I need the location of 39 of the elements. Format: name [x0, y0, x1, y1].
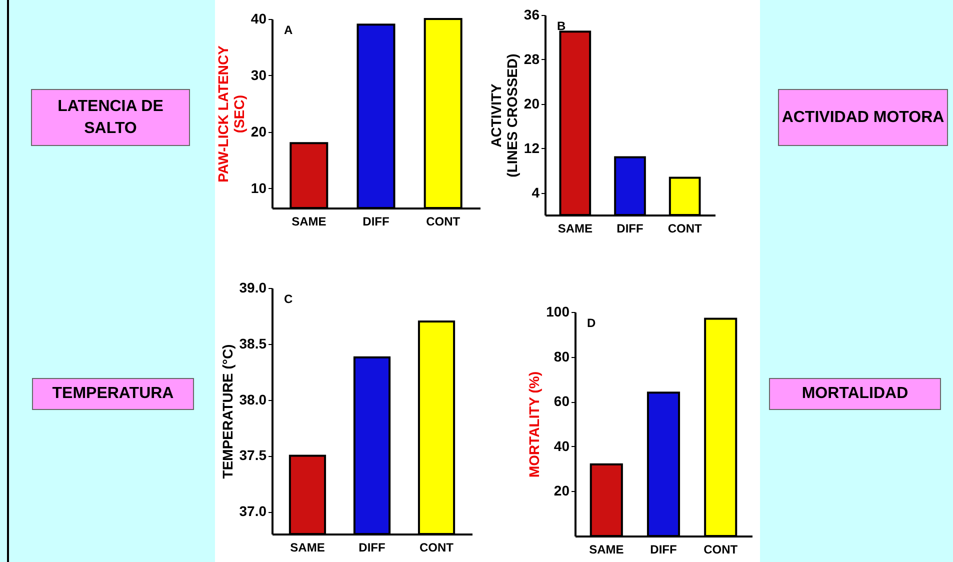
x-tick-label: DIFF	[650, 542, 677, 556]
y-tick-label: 60	[554, 393, 570, 410]
x-tick-label: DIFF	[358, 540, 386, 554]
x-tick-label: SAME	[290, 540, 325, 554]
y-tick-label: 28	[524, 50, 540, 67]
x-tick-label: DIFF	[616, 222, 644, 236]
x-tick-label: CONT	[420, 540, 454, 554]
y-tick-label: 10	[250, 180, 267, 196]
annotation: A	[284, 23, 293, 37]
x-tick-label: CONT	[426, 214, 461, 228]
annotation: B	[557, 19, 566, 33]
y-tick-label: 37.5	[239, 447, 267, 464]
y-tick-label: 100	[546, 304, 570, 320]
x-tick-label: SAME	[589, 542, 624, 556]
y-tick-label: 20	[250, 123, 267, 140]
y-axis-title: TEMPERATURE (°C)	[219, 344, 236, 479]
y-tick-label: 39.0	[239, 280, 267, 296]
y-axis-title: PAW-LICK LATENCY (SEC)	[214, 44, 247, 182]
y-tick-label: 12	[524, 140, 540, 156]
y-tick-label: 80	[554, 348, 570, 364]
y-tick-label: 40	[250, 10, 267, 26]
x-tick-label: SAME	[558, 222, 592, 236]
x-tick-label: SAME	[292, 214, 326, 228]
y-tick-label: 40	[554, 438, 570, 454]
y-tick-label: 30	[250, 66, 267, 83]
y-tick-label: 38.0	[239, 391, 267, 408]
y-tick-label: 20	[524, 95, 540, 112]
annotation: C	[284, 292, 293, 306]
y-tick-label: 36	[524, 6, 540, 22]
y-tick-label: 37.0	[239, 503, 267, 520]
x-tick-label: DIFF	[362, 214, 390, 228]
x-tick-label: CONT	[668, 222, 703, 236]
x-tick-label: CONT	[704, 542, 738, 556]
y-axis-title: ACTIVITY (LINES CROSSED)	[488, 54, 520, 178]
y-axis-title: MORTALITY (%)	[526, 371, 542, 478]
annotation: D	[587, 316, 596, 330]
y-tick-label: 20	[554, 482, 570, 499]
y-tick-label: 38.5	[239, 335, 267, 352]
y-tick-label: 4	[532, 184, 540, 200]
